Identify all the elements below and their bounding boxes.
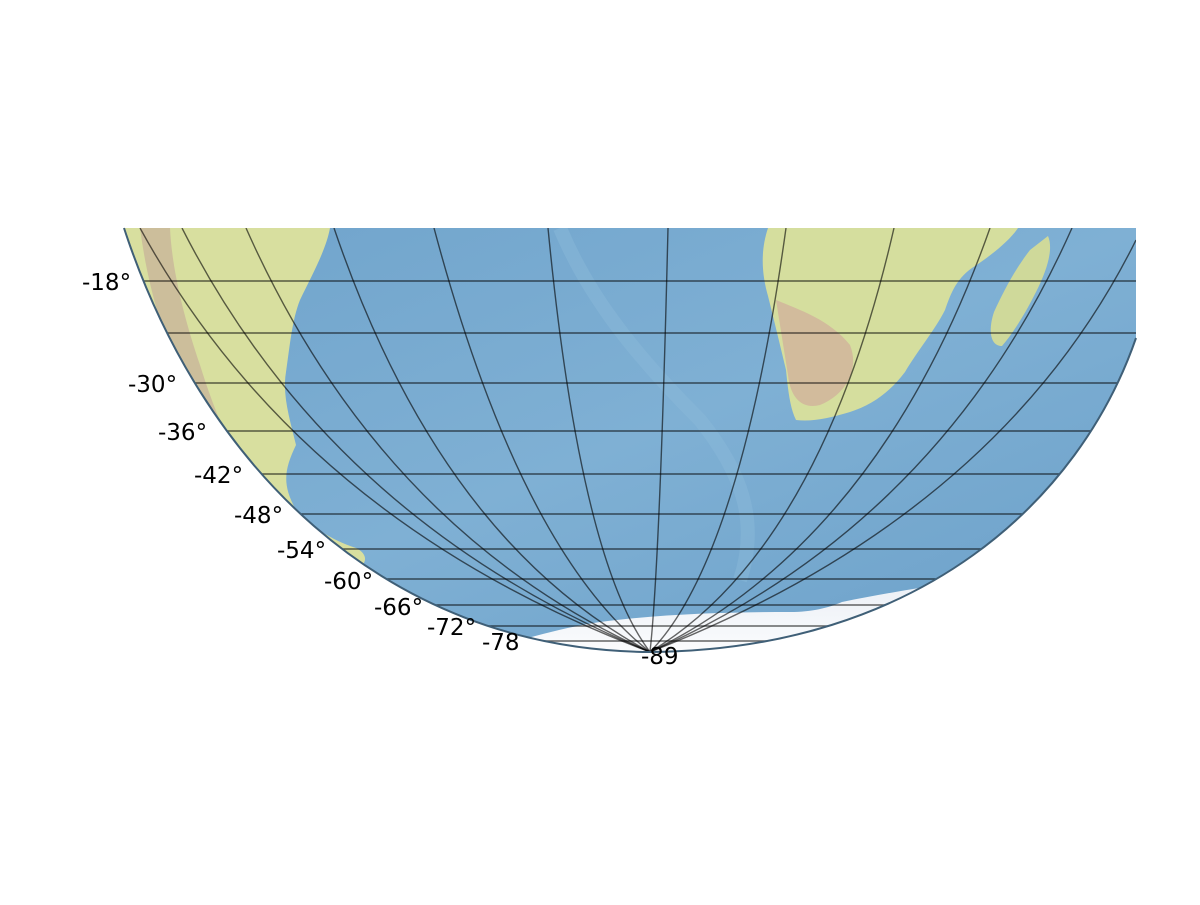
- meridian-line: [181, 228, 651, 652]
- meridian-line: [649, 239, 1136, 652]
- andes-highlands: [140, 228, 262, 501]
- meridian-line: [649, 228, 669, 652]
- lat-tick-label: -66°: [374, 595, 423, 621]
- globe-limb: [123, 227, 1137, 654]
- meridian-line: [649, 228, 991, 652]
- mid-atlantic-ridge: [553, 228, 755, 583]
- lat-tick-label: -89: [641, 644, 679, 670]
- meridian-line: [547, 228, 651, 652]
- meridian-line: [649, 228, 1073, 652]
- meridian-line: [139, 228, 651, 652]
- meridian-line: [649, 228, 787, 652]
- lat-tick-label: -18°: [82, 270, 131, 296]
- south-america-landmass: [124, 228, 366, 568]
- latitude-labels: -18° -30° -36° -42° -48° -54° -60° -66° …: [82, 270, 679, 670]
- lat-tick-label: -30°: [128, 372, 177, 398]
- lat-tick-label: -36°: [158, 420, 207, 446]
- meridian-line: [245, 228, 651, 652]
- madagascar-island: [990, 236, 1051, 346]
- lat-tick-label: -60°: [324, 569, 373, 595]
- africa-kalahari: [776, 300, 854, 406]
- meridian-line: [649, 228, 895, 652]
- lat-tick-label: -48°: [234, 503, 283, 529]
- meridian-line: [433, 228, 651, 652]
- lat-tick-label: -72°: [427, 615, 476, 641]
- lat-tick-label: -78: [482, 630, 520, 656]
- lat-tick-label: -54°: [277, 538, 326, 564]
- graticule-lines: [124, 228, 1136, 652]
- lat-tick-label: -42°: [194, 463, 243, 489]
- meridian-line: [333, 228, 651, 652]
